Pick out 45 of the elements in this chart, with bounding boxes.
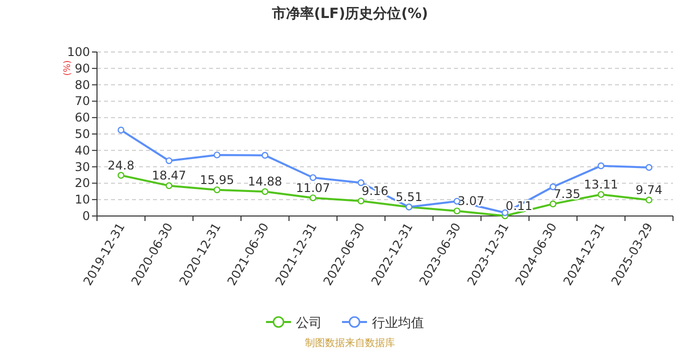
point	[646, 196, 652, 204]
point	[214, 152, 220, 158]
point	[358, 179, 364, 186]
y-tick-label: 80	[74, 78, 90, 92]
y-tick-label: 60	[74, 110, 90, 125]
data-label: 15.95	[200, 172, 234, 187]
point	[118, 172, 124, 179]
point	[166, 182, 172, 190]
legend-label: 行业均值	[372, 316, 424, 331]
legend-label: 公司	[296, 316, 322, 331]
data-label: 7.35	[554, 186, 580, 201]
data-label: 13.11	[584, 178, 618, 192]
point	[502, 209, 508, 216]
chart-title: 市净率(LF)历史分位(%)	[270, 5, 428, 22]
y-axis-title: (%)	[63, 60, 73, 76]
point	[310, 194, 316, 202]
text: 制图数据来自数据库	[305, 337, 395, 349]
data-label: 14.88	[248, 174, 282, 189]
point	[166, 157, 172, 164]
y-tick-label: 100	[67, 45, 90, 59]
y-tick-label: 20	[74, 176, 90, 190]
point	[310, 174, 316, 182]
point	[598, 162, 604, 170]
point	[598, 191, 604, 198]
point	[358, 198, 364, 204]
data-label: 5.51	[396, 190, 422, 204]
point	[454, 208, 460, 214]
data-label: 9.74	[636, 183, 662, 198]
y-tick-label: 30	[74, 160, 90, 174]
point	[118, 126, 124, 134]
point	[262, 152, 268, 159]
data-label: 24.8	[108, 158, 134, 172]
data-label: 18.47	[152, 168, 186, 183]
point	[646, 164, 652, 171]
point	[550, 183, 556, 190]
y-tick-label: 70	[74, 94, 90, 108]
y-tick-label: 0	[82, 209, 90, 223]
y-tick-label: 90	[74, 61, 90, 76]
point	[262, 188, 268, 195]
point	[550, 200, 556, 208]
data-label: 11.07	[296, 180, 330, 195]
y-tick-label: 10	[74, 192, 90, 207]
y-tick-label: 50	[74, 127, 90, 141]
y-tick-label: 40	[74, 143, 90, 158]
point	[214, 186, 220, 194]
